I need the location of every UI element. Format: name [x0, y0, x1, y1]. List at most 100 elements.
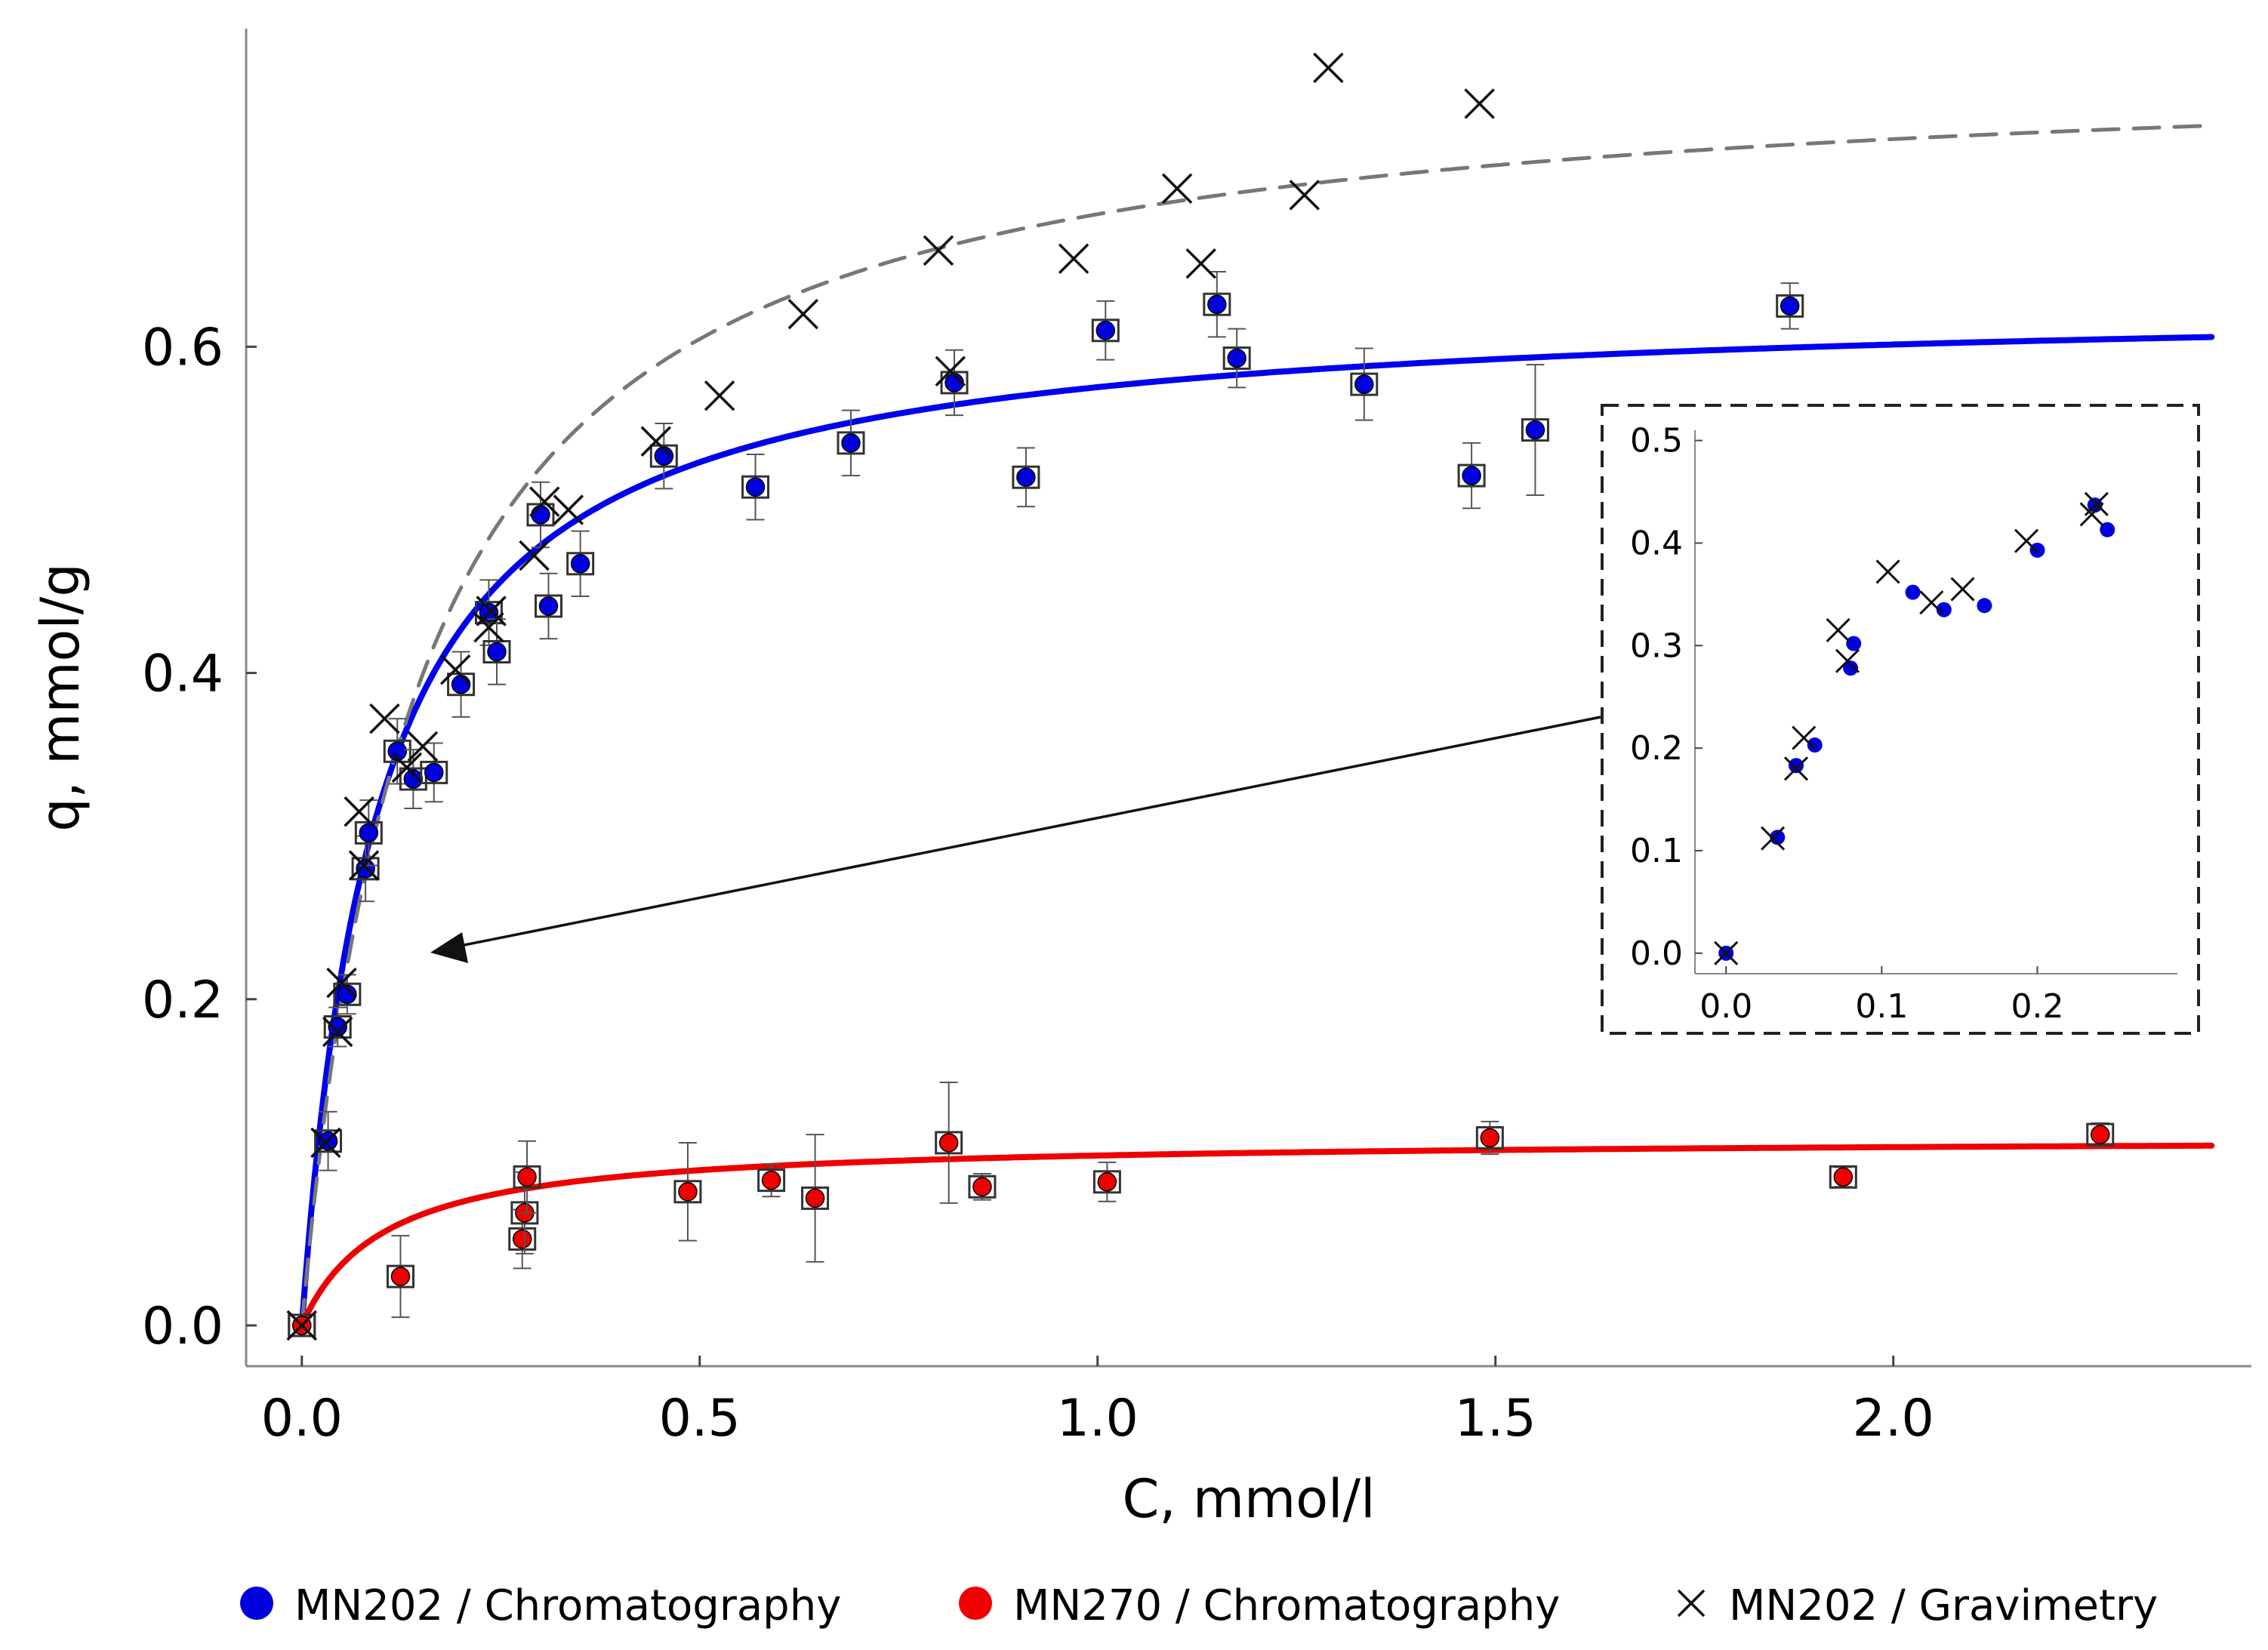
data-point: [570, 554, 590, 574]
inset-data-point: [1905, 584, 1921, 600]
inset-data-point-x: [1760, 826, 1786, 851]
data-point-x: [935, 356, 966, 387]
inset-data-point-x: [1919, 590, 1944, 615]
data-point: [531, 505, 550, 525]
inset-data-point-x: [1875, 559, 1900, 584]
x-error-box: [649, 444, 678, 468]
data-point: [805, 1188, 825, 1208]
data-point: [1354, 374, 1374, 394]
y-tick-label: 0.2: [142, 971, 223, 1030]
x-error-box: [1350, 372, 1379, 396]
inset-frame: [1601, 404, 2200, 1035]
x-tick-label: 1.5: [1455, 1389, 1536, 1448]
data-point-x: [787, 298, 819, 330]
data-point: [517, 1167, 537, 1187]
x-axis-label: C, mmol/l: [1122, 1468, 1375, 1530]
data-point-x: [476, 596, 507, 626]
data-point: [1462, 466, 1481, 485]
data-point-x: [1289, 180, 1320, 211]
inset-y-tick-label: 0.3: [1630, 626, 1683, 665]
x-error-box: [1092, 1170, 1121, 1194]
y-tick-label: 0.0: [142, 1297, 223, 1356]
data-point: [1525, 420, 1545, 440]
inset-data-point-x: [1714, 940, 1739, 965]
inset-x-tick-label: 0.0: [1699, 987, 1752, 1026]
x-error-box: [837, 431, 865, 455]
inset-data-point-x: [2014, 528, 2039, 553]
legend-label-3: MN202 / Gravimetry: [1729, 1581, 2158, 1630]
x-error-box: [566, 552, 595, 576]
data-point: [1480, 1128, 1500, 1148]
data-point: [337, 984, 357, 1005]
x-error-box: [940, 371, 969, 395]
x-error-box: [757, 1168, 786, 1193]
data-point: [972, 1177, 992, 1197]
x-error-box: [741, 475, 770, 499]
inset-x-tick-label: 0.1: [1855, 987, 1908, 1026]
inset-data-point: [1977, 598, 1992, 614]
x-error-box: [314, 1129, 343, 1153]
x-error-box: [386, 1264, 414, 1288]
inset-plot: 0.0 0.1 0.2 0.0 0.1 0.2 0.3 0.4 0.5: [430, 404, 2200, 1035]
x-tick-label: 1.0: [1057, 1389, 1139, 1448]
x-error-box: [288, 1313, 316, 1338]
legend-label-1: MN202 / Chromatography: [294, 1581, 841, 1630]
data-point: [424, 762, 444, 783]
x-error-box: [508, 1227, 537, 1251]
data-point-x: [310, 1127, 341, 1159]
x-error-box: [673, 1180, 702, 1204]
x-error-box: [510, 1201, 539, 1225]
x-error-box: [351, 857, 380, 881]
inset-data-point-x: [1783, 756, 1809, 781]
data-point-x: [344, 796, 374, 827]
x-error-box: [968, 1174, 997, 1199]
data-point-x: [1058, 243, 1089, 274]
inset-y-tick-label: 0.4: [1630, 524, 1683, 562]
data-point: [451, 674, 471, 694]
data-point: [538, 596, 559, 616]
data-point: [654, 446, 674, 466]
data-point-x: [1313, 52, 1344, 84]
data-point: [745, 477, 766, 497]
fit-curve: [298, 1142, 2215, 1328]
data-point-x: [640, 426, 672, 457]
inset-data-point: [1936, 602, 1952, 617]
legend-marker-3: [1677, 1589, 1706, 1618]
inset-data-point: [1807, 737, 1823, 753]
inset-data-point-x: [2084, 491, 2109, 516]
data-point: [938, 1133, 959, 1153]
data-point-x: [326, 967, 357, 999]
inset-data-point-x: [1835, 648, 1860, 673]
data-point: [387, 741, 408, 762]
data-point: [1780, 296, 1800, 316]
data-point: [761, 1170, 781, 1190]
data-point-x: [407, 731, 439, 762]
inset-y-tick-label: 0.5: [1630, 422, 1683, 460]
data-point-x: [348, 850, 380, 881]
x-error-box: [801, 1186, 830, 1210]
data-point-x: [529, 486, 560, 517]
data-point-x: [923, 235, 954, 266]
inset-data-point: [1846, 636, 1862, 651]
x-error-box: [399, 767, 427, 791]
inset-data-point: [1843, 660, 1859, 676]
inset-x-tick-label: 0.2: [2011, 987, 2063, 1026]
fit-curve: [298, 334, 2215, 1328]
inset-data-point: [2100, 522, 2115, 537]
data-point-x: [439, 654, 471, 685]
gravimetry-fit-curve: [300, 123, 2214, 1328]
x-error-box: [323, 1015, 352, 1039]
x-error-box: [1222, 346, 1251, 371]
data-point: [403, 769, 424, 789]
data-point-x: [391, 752, 423, 783]
data-point: [1095, 321, 1116, 340]
x-error-box: [1475, 1125, 1504, 1150]
x-error-box: [383, 739, 411, 763]
data-point: [1227, 348, 1246, 368]
annotation-arrow-line: [452, 716, 1601, 949]
data-point: [487, 642, 507, 662]
x-error-box: [482, 639, 511, 663]
legend-label-2: MN270 / Chromatography: [1013, 1581, 1560, 1630]
x-error-box: [333, 982, 362, 1006]
